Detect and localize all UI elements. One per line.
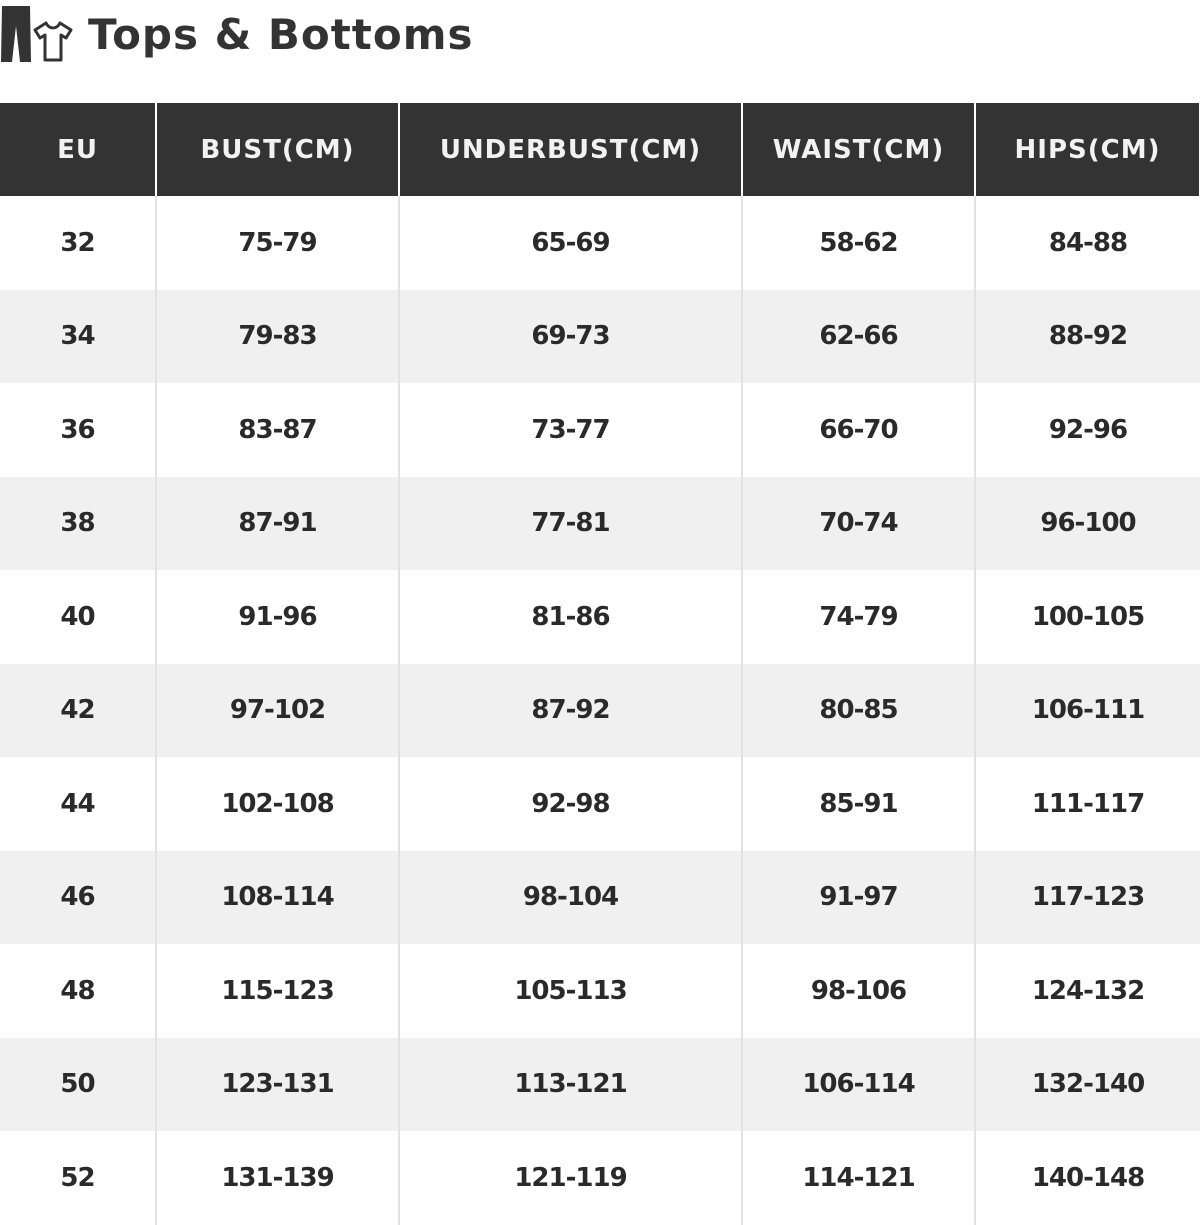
table-cell: 123-131 <box>155 1037 399 1131</box>
table-cell: 40 <box>60 601 95 632</box>
table-row: 46 108-114 98-104 91-97 117-123 <box>0 850 1200 944</box>
table-cell: 62-66 <box>741 289 975 383</box>
table-cell: 80-85 <box>741 663 975 757</box>
table-cell: 50 <box>0 1037 156 1131</box>
table-cell: 87-91 <box>155 476 399 570</box>
table-cell: 79-83 <box>155 289 399 383</box>
column-header: EU <box>0 103 157 196</box>
column-header: UNDERBUST(CM) <box>398 103 743 196</box>
table-row: 50 123-131 113-121 106-114 132-140 <box>0 1037 1200 1131</box>
table-cell: 111-117 <box>974 757 1200 851</box>
table-cell: 91-96 <box>155 570 399 664</box>
table-cell: 105-113 <box>398 944 742 1038</box>
tshirt-icon <box>33 21 73 62</box>
table-cell: 124-132 <box>974 944 1200 1038</box>
table-row: 32 75-79 65-69 58-62 84-88 <box>0 196 1200 290</box>
table-cell: 121-119 <box>398 1131 742 1225</box>
table-cell: 87-92 <box>398 663 742 757</box>
table-cell: 84-88 <box>974 196 1200 290</box>
table-cell: 92-96 <box>974 383 1200 477</box>
size-chart-table: EU BUST(CM) UNDERBUST(CM) WAIST(CM) HIPS(CM)… <box>0 103 1200 1225</box>
table-cell: 108-114 <box>155 850 399 944</box>
table-row: 44 102-108 92-98 85-91 111-117 <box>0 757 1200 851</box>
table-cell: 88-92 <box>974 289 1200 383</box>
table-cell: 65-69 <box>398 196 742 290</box>
table-cell: 44 <box>60 788 95 819</box>
table-cell: 83-87 <box>155 383 399 477</box>
pants-icon <box>1 6 31 62</box>
table-row: 36 83-87 73-77 66-70 92-96 <box>0 383 1200 477</box>
table-cell: 106-114 <box>741 1037 975 1131</box>
table-row: 42 97-102 87-92 80-85 106-111 <box>0 663 1200 757</box>
table-cell: 97-102 <box>155 663 399 757</box>
table-row: 38 87-91 77-81 70-74 96-100 <box>0 476 1200 570</box>
column-header: BUST(CM) <box>155 103 400 196</box>
table-cell: 100-105 <box>974 570 1200 664</box>
title-text: Tops & Bottoms <box>88 9 474 59</box>
table-cell: 113-121 <box>398 1037 742 1131</box>
table-cell: 32 <box>60 227 95 258</box>
table-row: 52 131-139 121-119 114-121 140-148 <box>0 1131 1200 1225</box>
column-header: HIPS(CM) <box>974 103 1200 196</box>
table-cell: 114-121 <box>741 1131 975 1225</box>
table-cell: 91-97 <box>741 850 975 944</box>
table-cell: 81-86 <box>398 570 742 664</box>
table-cell: 38 <box>0 476 156 570</box>
table-cell: 98-106 <box>741 944 975 1038</box>
table-cell: 77-81 <box>398 476 742 570</box>
table-row: 48 115-123 105-113 98-106 124-132 <box>0 944 1200 1038</box>
table-cell: 85-91 <box>741 757 975 851</box>
table-cell: 46 <box>0 850 156 944</box>
table-cell: 52 <box>60 1162 95 1193</box>
table-cell: 42 <box>0 663 156 757</box>
table-cell: 58-62 <box>741 196 975 290</box>
table-cell: 115-123 <box>155 944 399 1038</box>
table-cell: 36 <box>60 414 95 445</box>
table-cell: 117-123 <box>974 850 1200 944</box>
table-row: 34 79-83 69-73 62-66 88-92 <box>0 289 1200 383</box>
table-cell: 34 <box>0 289 156 383</box>
table-cell: 96-100 <box>974 476 1200 570</box>
table-cell: 106-111 <box>974 663 1200 757</box>
table-cell: 75-79 <box>155 196 399 290</box>
table-cell: 48 <box>60 975 95 1006</box>
table-cell: 131-139 <box>155 1131 399 1225</box>
table-cell: 140-148 <box>974 1131 1200 1225</box>
table-cell: 70-74 <box>741 476 975 570</box>
table-cell: 98-104 <box>398 850 742 944</box>
table-cell: 69-73 <box>398 289 742 383</box>
section-title: Tops & Bottoms <box>0 4 474 64</box>
table-cell: 74-79 <box>741 570 975 664</box>
table-cell: 73-77 <box>398 383 742 477</box>
table-row: 40 91-96 81-86 74-79 100-105 <box>0 570 1200 664</box>
table-cell: 132-140 <box>974 1037 1200 1131</box>
table-cell: 92-98 <box>398 757 742 851</box>
table-cell: 66-70 <box>741 383 975 477</box>
header-row: EU BUST(CM) UNDERBUST(CM) WAIST(CM) HIPS(CM) <box>0 103 1200 196</box>
column-header: WAIST(CM) <box>741 103 976 196</box>
table-cell: 102-108 <box>155 757 399 851</box>
